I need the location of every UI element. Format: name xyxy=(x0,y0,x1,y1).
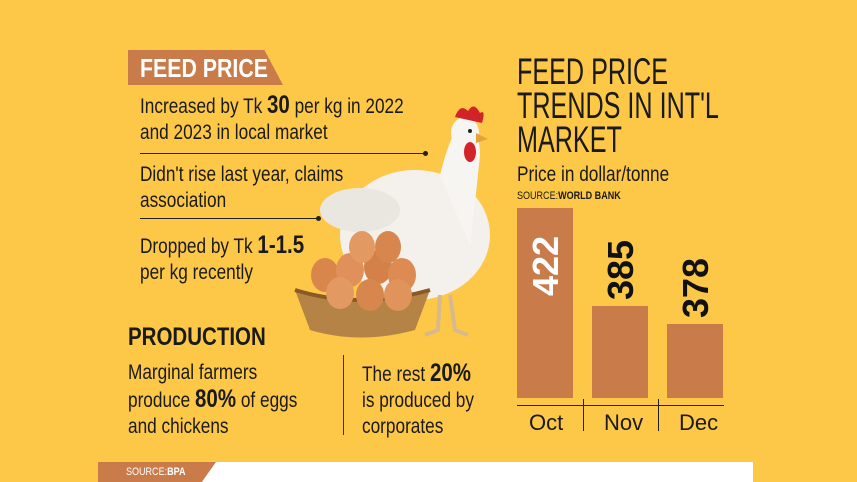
bar-value-label: 385 xyxy=(600,239,641,300)
x-tick-label: Oct xyxy=(529,410,564,435)
footer-source: SOURCE:BPA xyxy=(98,462,216,482)
bar-oct xyxy=(517,208,573,398)
production-left: Marginal farmers produce 80% of eggs and c… xyxy=(128,361,298,438)
feed-price-item-3: Dropped by Tk 1-1.5 per kg recently xyxy=(140,231,305,284)
bar-value-label: 422 xyxy=(525,235,566,296)
chart-source: SOURCE:WORLD BANK xyxy=(517,190,621,202)
feed-price-item-2: Didn't rise last year, claims association xyxy=(140,163,344,212)
bar-value-label: 378 xyxy=(675,258,716,319)
bar-dec xyxy=(667,324,723,398)
chart-subtitle: Price in dollar/tonne xyxy=(517,163,670,186)
bar-nov xyxy=(592,305,648,398)
x-tick-label: Nov xyxy=(604,410,644,435)
x-axis-tick xyxy=(583,399,584,431)
egg-basket-icon xyxy=(294,231,431,338)
feed-price-tag: FEED PRICE xyxy=(128,50,283,85)
feed-price-item-1: Increased by Tk 30 per kg in 2022 and 202… xyxy=(140,91,404,144)
x-tick-label: Dec xyxy=(679,410,719,435)
chicken-eggs-illustration xyxy=(294,106,490,338)
divider xyxy=(140,151,428,156)
x-axis-tick xyxy=(658,399,659,431)
divider xyxy=(140,216,321,221)
divider xyxy=(343,355,344,435)
footer-strip xyxy=(98,462,753,482)
x-axis xyxy=(517,405,724,406)
production-heading: PRODUCTION xyxy=(128,323,266,351)
chart-title: FEED PRICE TRENDS IN INT'L MARKET xyxy=(517,51,718,160)
production-right: The rest 20% is produced by corporates xyxy=(362,359,475,438)
